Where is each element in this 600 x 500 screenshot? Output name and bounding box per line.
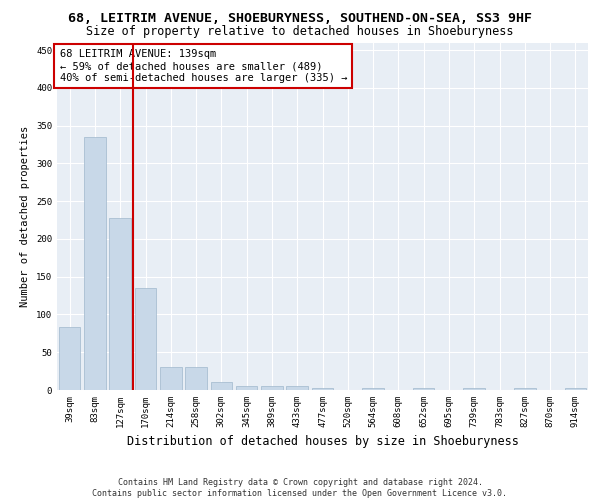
Bar — [565, 388, 586, 390]
Bar — [286, 386, 308, 390]
Bar — [160, 368, 182, 390]
X-axis label: Distribution of detached houses by size in Shoeburyness: Distribution of detached houses by size … — [127, 436, 518, 448]
Bar — [185, 368, 207, 390]
Bar — [135, 288, 156, 390]
Text: 68 LEITRIM AVENUE: 139sqm
← 59% of detached houses are smaller (489)
40% of semi: 68 LEITRIM AVENUE: 139sqm ← 59% of detac… — [59, 50, 347, 82]
Y-axis label: Number of detached properties: Number of detached properties — [20, 126, 31, 307]
Bar — [261, 386, 283, 390]
Bar — [312, 388, 333, 390]
Bar — [236, 386, 257, 390]
Bar — [413, 388, 434, 390]
Bar — [362, 388, 384, 390]
Bar — [59, 328, 80, 390]
Bar — [84, 137, 106, 390]
Bar — [109, 218, 131, 390]
Bar — [211, 382, 232, 390]
Text: Size of property relative to detached houses in Shoeburyness: Size of property relative to detached ho… — [86, 25, 514, 38]
Text: Contains HM Land Registry data © Crown copyright and database right 2024.
Contai: Contains HM Land Registry data © Crown c… — [92, 478, 508, 498]
Text: 68, LEITRIM AVENUE, SHOEBURYNESS, SOUTHEND-ON-SEA, SS3 9HF: 68, LEITRIM AVENUE, SHOEBURYNESS, SOUTHE… — [68, 12, 532, 26]
Bar — [514, 388, 536, 390]
Bar — [463, 388, 485, 390]
